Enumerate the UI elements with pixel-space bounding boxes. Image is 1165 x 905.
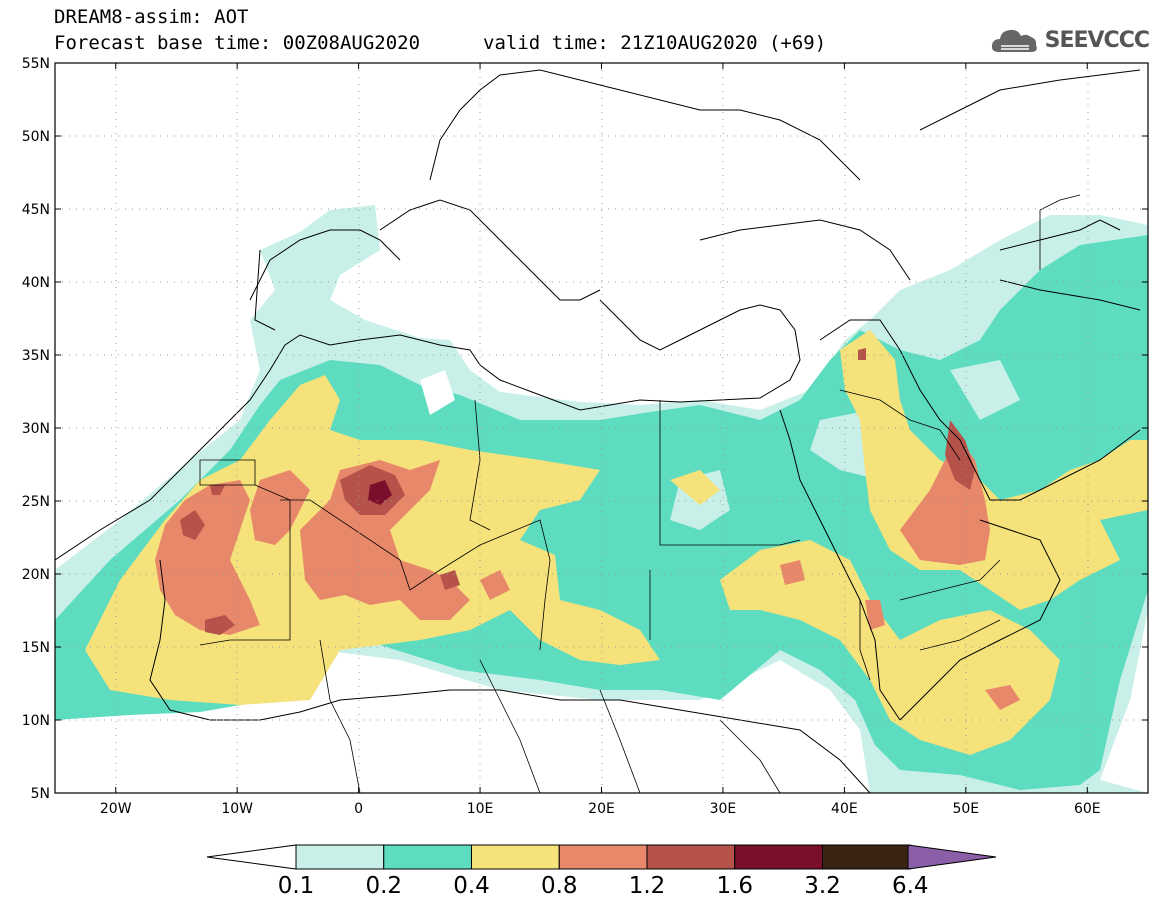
logo-text: SEEVCCC bbox=[1044, 27, 1150, 53]
colorbar-label: 0.1 bbox=[278, 873, 315, 899]
lat-tick-label: 40N bbox=[22, 275, 50, 291]
aot-level-0.8 bbox=[155, 440, 1020, 710]
lon-tick-label: 10W bbox=[221, 801, 253, 817]
colorbar-low-arrow bbox=[206, 844, 297, 870]
lon-tick-label: 50E bbox=[952, 801, 979, 817]
colorbar-label: 0.8 bbox=[541, 873, 578, 899]
lon-tick-label: 0 bbox=[354, 801, 363, 817]
colorbar-high-arrow bbox=[907, 844, 997, 870]
country-borders bbox=[199, 194, 1081, 793]
lat-tick-label: 5N bbox=[31, 786, 50, 802]
longitude-labels: 20W 10W 0 10E 20E 30E 40E 50E 60E bbox=[100, 801, 1101, 817]
lat-tick-label: 25N bbox=[22, 494, 50, 510]
cloud-icon bbox=[991, 29, 1037, 52]
valid-time: valid time: 21Z10AUG2020 (+69) bbox=[483, 32, 827, 54]
aot-field bbox=[55, 205, 1148, 793]
lat-tick-label: 15N bbox=[22, 640, 50, 656]
colorbar-label: 1.2 bbox=[629, 873, 666, 899]
latitude-labels: 5N 10N 15N 20N 25N 30N 35N 40N 45N 50N 55N bbox=[22, 56, 50, 802]
lon-tick-label: 20E bbox=[588, 801, 615, 817]
lon-tick-label: 10E bbox=[467, 801, 494, 817]
graticule bbox=[55, 63, 1148, 793]
lat-tick-label: 50N bbox=[22, 129, 50, 145]
lat-tick-label: 35N bbox=[22, 348, 50, 364]
colorbar-swatch bbox=[383, 844, 472, 870]
lon-tick-label: 40E bbox=[831, 801, 858, 817]
colorbar-label: 0.2 bbox=[365, 873, 402, 899]
lon-tick-label: 30E bbox=[710, 801, 737, 817]
lat-tick-label: 30N bbox=[22, 421, 50, 437]
lon-tick-label: 60E bbox=[1074, 801, 1101, 817]
lat-tick-label: 45N bbox=[22, 202, 50, 218]
coastlines bbox=[55, 69, 1141, 793]
colorbar-label: 3.2 bbox=[804, 873, 841, 899]
axis-ticks bbox=[55, 62, 1148, 794]
colorbar-swatch bbox=[734, 844, 823, 870]
colorbar-label: 0.4 bbox=[453, 873, 490, 899]
colorbar-label: 1.6 bbox=[716, 873, 753, 899]
lon-tick-label: 20W bbox=[100, 801, 132, 817]
colorbar-label: 6.4 bbox=[892, 873, 929, 899]
colorbar-swatch bbox=[822, 844, 911, 870]
colorbar-swatch bbox=[295, 844, 385, 870]
seevccc-logo: SEEVCCC bbox=[989, 24, 1150, 56]
colorbar-swatch bbox=[471, 844, 560, 870]
colorbar-swatch bbox=[558, 844, 648, 870]
map-title: DREAM8-assim: AOT bbox=[54, 6, 249, 28]
lat-tick-label: 20N bbox=[22, 567, 50, 583]
lat-tick-label: 10N bbox=[22, 713, 50, 729]
colorbar: 0.1 0.2 0.4 0.8 1.2 1.6 3.2 6.4 bbox=[206, 844, 997, 899]
forecast-base-time: Forecast base time: 00Z08AUG2020 bbox=[54, 32, 421, 54]
aot-level-1.6 bbox=[368, 480, 392, 505]
lat-tick-label: 55N bbox=[22, 56, 50, 72]
colorbar-swatch bbox=[646, 844, 736, 870]
